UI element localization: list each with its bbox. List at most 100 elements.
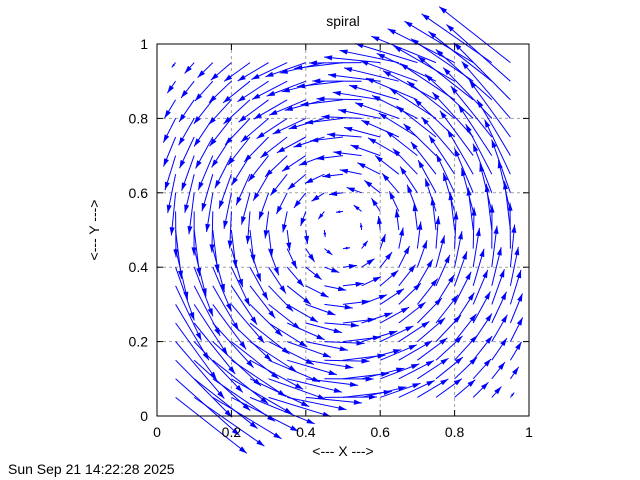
vector-arrow — [175, 359, 233, 418]
vector-arrow — [180, 80, 195, 99]
vector-arrow — [361, 294, 388, 305]
arrowhead — [425, 360, 435, 367]
arrowhead — [281, 87, 291, 93]
vector-arrow — [417, 378, 449, 398]
vector-arrow — [162, 118, 177, 143]
vector-arrow — [303, 229, 310, 245]
arrowhead — [473, 143, 479, 153]
arrowhead — [467, 292, 475, 301]
vector-arrow — [497, 160, 511, 212]
vector-arrow — [263, 211, 270, 239]
arrowhead — [371, 36, 380, 42]
vector-arrow — [268, 378, 326, 400]
arrowhead — [227, 157, 235, 166]
vector-arrow — [416, 259, 434, 287]
arrowhead — [417, 302, 426, 310]
arrowhead — [209, 371, 217, 380]
vector-arrow — [205, 192, 214, 233]
arrowhead — [375, 155, 383, 163]
vector-arrow — [300, 211, 307, 227]
arrowhead — [494, 386, 502, 395]
vector-arrow — [380, 344, 418, 361]
vector-arrow — [491, 291, 507, 324]
arrowhead — [353, 205, 360, 211]
arrowhead — [240, 135, 249, 143]
vector-arrow — [385, 130, 418, 156]
arrowhead — [458, 104, 465, 113]
arrowhead — [372, 95, 381, 102]
arrowhead — [453, 378, 462, 386]
arrowhead — [207, 307, 213, 317]
vector-arrow — [442, 172, 456, 212]
vector-arrow — [169, 192, 177, 236]
vector-arrow — [184, 174, 195, 213]
arrowhead — [485, 313, 492, 322]
vector-arrow — [324, 322, 359, 328]
vector-arrow — [417, 297, 443, 324]
arrowhead — [364, 180, 373, 188]
vector-arrow — [249, 341, 297, 373]
arrowhead — [304, 177, 314, 184]
vector-arrow — [403, 123, 437, 156]
vector-arrow — [235, 173, 251, 206]
chart-title: spiral — [326, 13, 359, 29]
vector-arrow — [223, 192, 232, 229]
arrowhead — [514, 247, 520, 256]
vector-arrow — [489, 204, 495, 249]
vector-arrow — [361, 240, 369, 249]
arrowhead — [285, 303, 294, 312]
vector-arrow — [472, 143, 493, 193]
arrowhead — [443, 67, 451, 76]
arrowhead — [304, 119, 314, 125]
vector-arrow — [238, 99, 269, 123]
vector-arrow — [454, 379, 476, 398]
x-axis-label: <--- X ---> — [312, 443, 373, 459]
arrowhead — [300, 101, 309, 107]
vector-arrow — [178, 99, 195, 123]
arrowhead — [177, 270, 184, 279]
arrowhead — [343, 67, 353, 73]
vector-arrow — [193, 378, 258, 429]
vector-arrow — [191, 211, 197, 256]
arrowhead — [320, 291, 329, 298]
vector-arrow — [509, 224, 517, 268]
vector-arrow — [491, 337, 508, 361]
vector-arrow — [472, 291, 491, 324]
vector-arrow — [448, 191, 456, 231]
arrowhead — [426, 259, 433, 268]
arrowhead — [393, 45, 402, 53]
vector-arrow — [194, 80, 214, 102]
arrowhead — [211, 159, 219, 168]
vector-arrow — [316, 96, 362, 102]
vector-arrow — [312, 78, 362, 84]
vector-arrow — [457, 104, 493, 156]
arrowhead — [499, 269, 505, 278]
arrowhead — [378, 294, 388, 300]
arrowhead — [485, 336, 493, 344]
vector-arrow — [379, 233, 386, 249]
vector-arrow — [193, 341, 244, 393]
arrowhead — [276, 205, 283, 215]
arrowhead — [501, 314, 508, 323]
arrowhead — [453, 211, 459, 220]
vector-arrow — [417, 337, 448, 361]
vector-arrow — [406, 184, 418, 212]
vector-arrow — [417, 55, 474, 101]
vector-arrow — [256, 117, 288, 139]
vector-arrow — [268, 396, 331, 418]
arrowhead — [264, 353, 272, 362]
arrowhead — [209, 138, 217, 147]
vector-arrow — [432, 91, 474, 138]
arrowhead — [294, 64, 303, 71]
vector-arrow — [164, 99, 177, 119]
arrowhead — [439, 110, 447, 119]
vector-arrow — [305, 341, 348, 352]
vector-arrow — [249, 266, 269, 301]
arrowhead — [390, 270, 399, 278]
arrowhead — [483, 358, 492, 367]
vector-arrow — [304, 173, 325, 184]
arrowhead — [224, 409, 233, 418]
arrowhead — [274, 328, 283, 337]
vector-arrow — [294, 62, 344, 71]
vector-arrow — [435, 153, 456, 194]
